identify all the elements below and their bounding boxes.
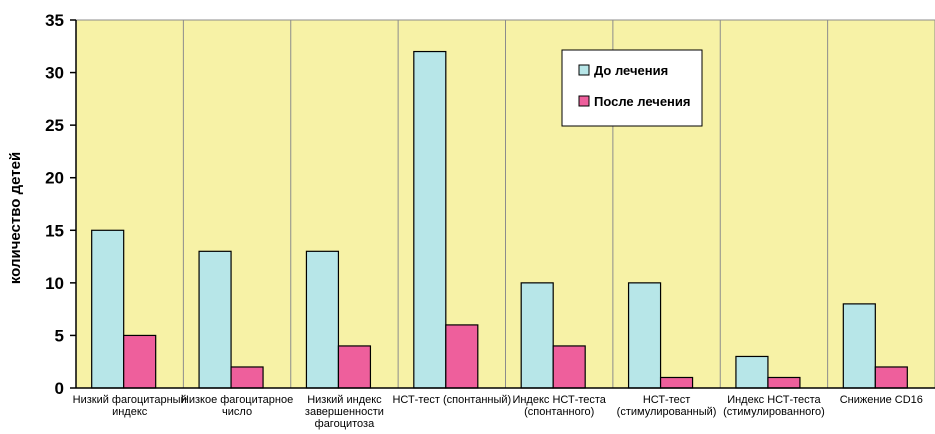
- y-tick-label: 30: [45, 64, 64, 83]
- bar-before: [413, 50, 447, 389]
- bar-before: [198, 250, 232, 389]
- x-tick-label: Низкий фагоцитарный: [73, 394, 187, 406]
- bar-before: [520, 282, 554, 389]
- y-ticks: 0 5 10 15 20 25 30 35: [45, 11, 76, 398]
- x-tick-label: Индекс НСТ-теста: [512, 394, 606, 406]
- bar-before: [91, 229, 125, 389]
- x-tick-label: завершенности: [305, 406, 384, 418]
- x-tick-label: НСТ-тест (спонтанный): [392, 394, 511, 406]
- y-tick-label: 15: [45, 221, 64, 240]
- legend-swatch-0: [578, 64, 590, 76]
- x-tick-label: Низкое фагоцитарное: [181, 394, 293, 406]
- bar-before: [842, 303, 876, 389]
- x-tick-label: индекс: [112, 406, 148, 418]
- x-tick-label: Низкий индекс: [307, 394, 382, 406]
- legend-label-1: После лечения: [594, 94, 690, 109]
- category-separators: [182, 20, 829, 388]
- x-tick-label: Снижение CD16: [840, 394, 923, 406]
- x-tick-label: НСТ-тест: [643, 394, 690, 406]
- bar-after: [659, 376, 694, 389]
- bar-after: [337, 345, 372, 389]
- bar-after: [230, 366, 264, 389]
- bar-before: [305, 250, 340, 389]
- y-axis-label: количество детей: [7, 152, 24, 284]
- legend: До лечения После лечения: [561, 49, 703, 127]
- x-tick-label: (стимулированный): [617, 406, 717, 418]
- y-tick-label: 20: [45, 169, 64, 188]
- bar-after: [874, 366, 908, 389]
- x-tick-label: Индекс НСТ-теста: [727, 394, 821, 406]
- x-tick-label: число: [222, 406, 252, 418]
- y-tick-label: 5: [55, 326, 64, 345]
- y-tick-label: 10: [45, 274, 64, 293]
- x-tick-label: (спонтанного): [524, 406, 594, 418]
- legend-swatch-1: [578, 95, 590, 107]
- bar-after: [123, 334, 157, 389]
- y-tick-label: 0: [55, 379, 64, 398]
- bar-after: [552, 345, 586, 389]
- legend-label-0: До лечения: [594, 63, 668, 78]
- y-tick-label: 35: [45, 11, 64, 30]
- bar-after: [767, 376, 801, 389]
- bar-before: [735, 355, 769, 389]
- x-tick-label: фагоцитоза: [315, 418, 375, 430]
- bars: [91, 50, 908, 389]
- x-tick-label: (стимулированного): [723, 406, 825, 418]
- bar-after: [445, 324, 479, 389]
- legend-box: [561, 49, 703, 127]
- y-tick-label: 25: [45, 116, 64, 135]
- bar-before: [627, 282, 662, 389]
